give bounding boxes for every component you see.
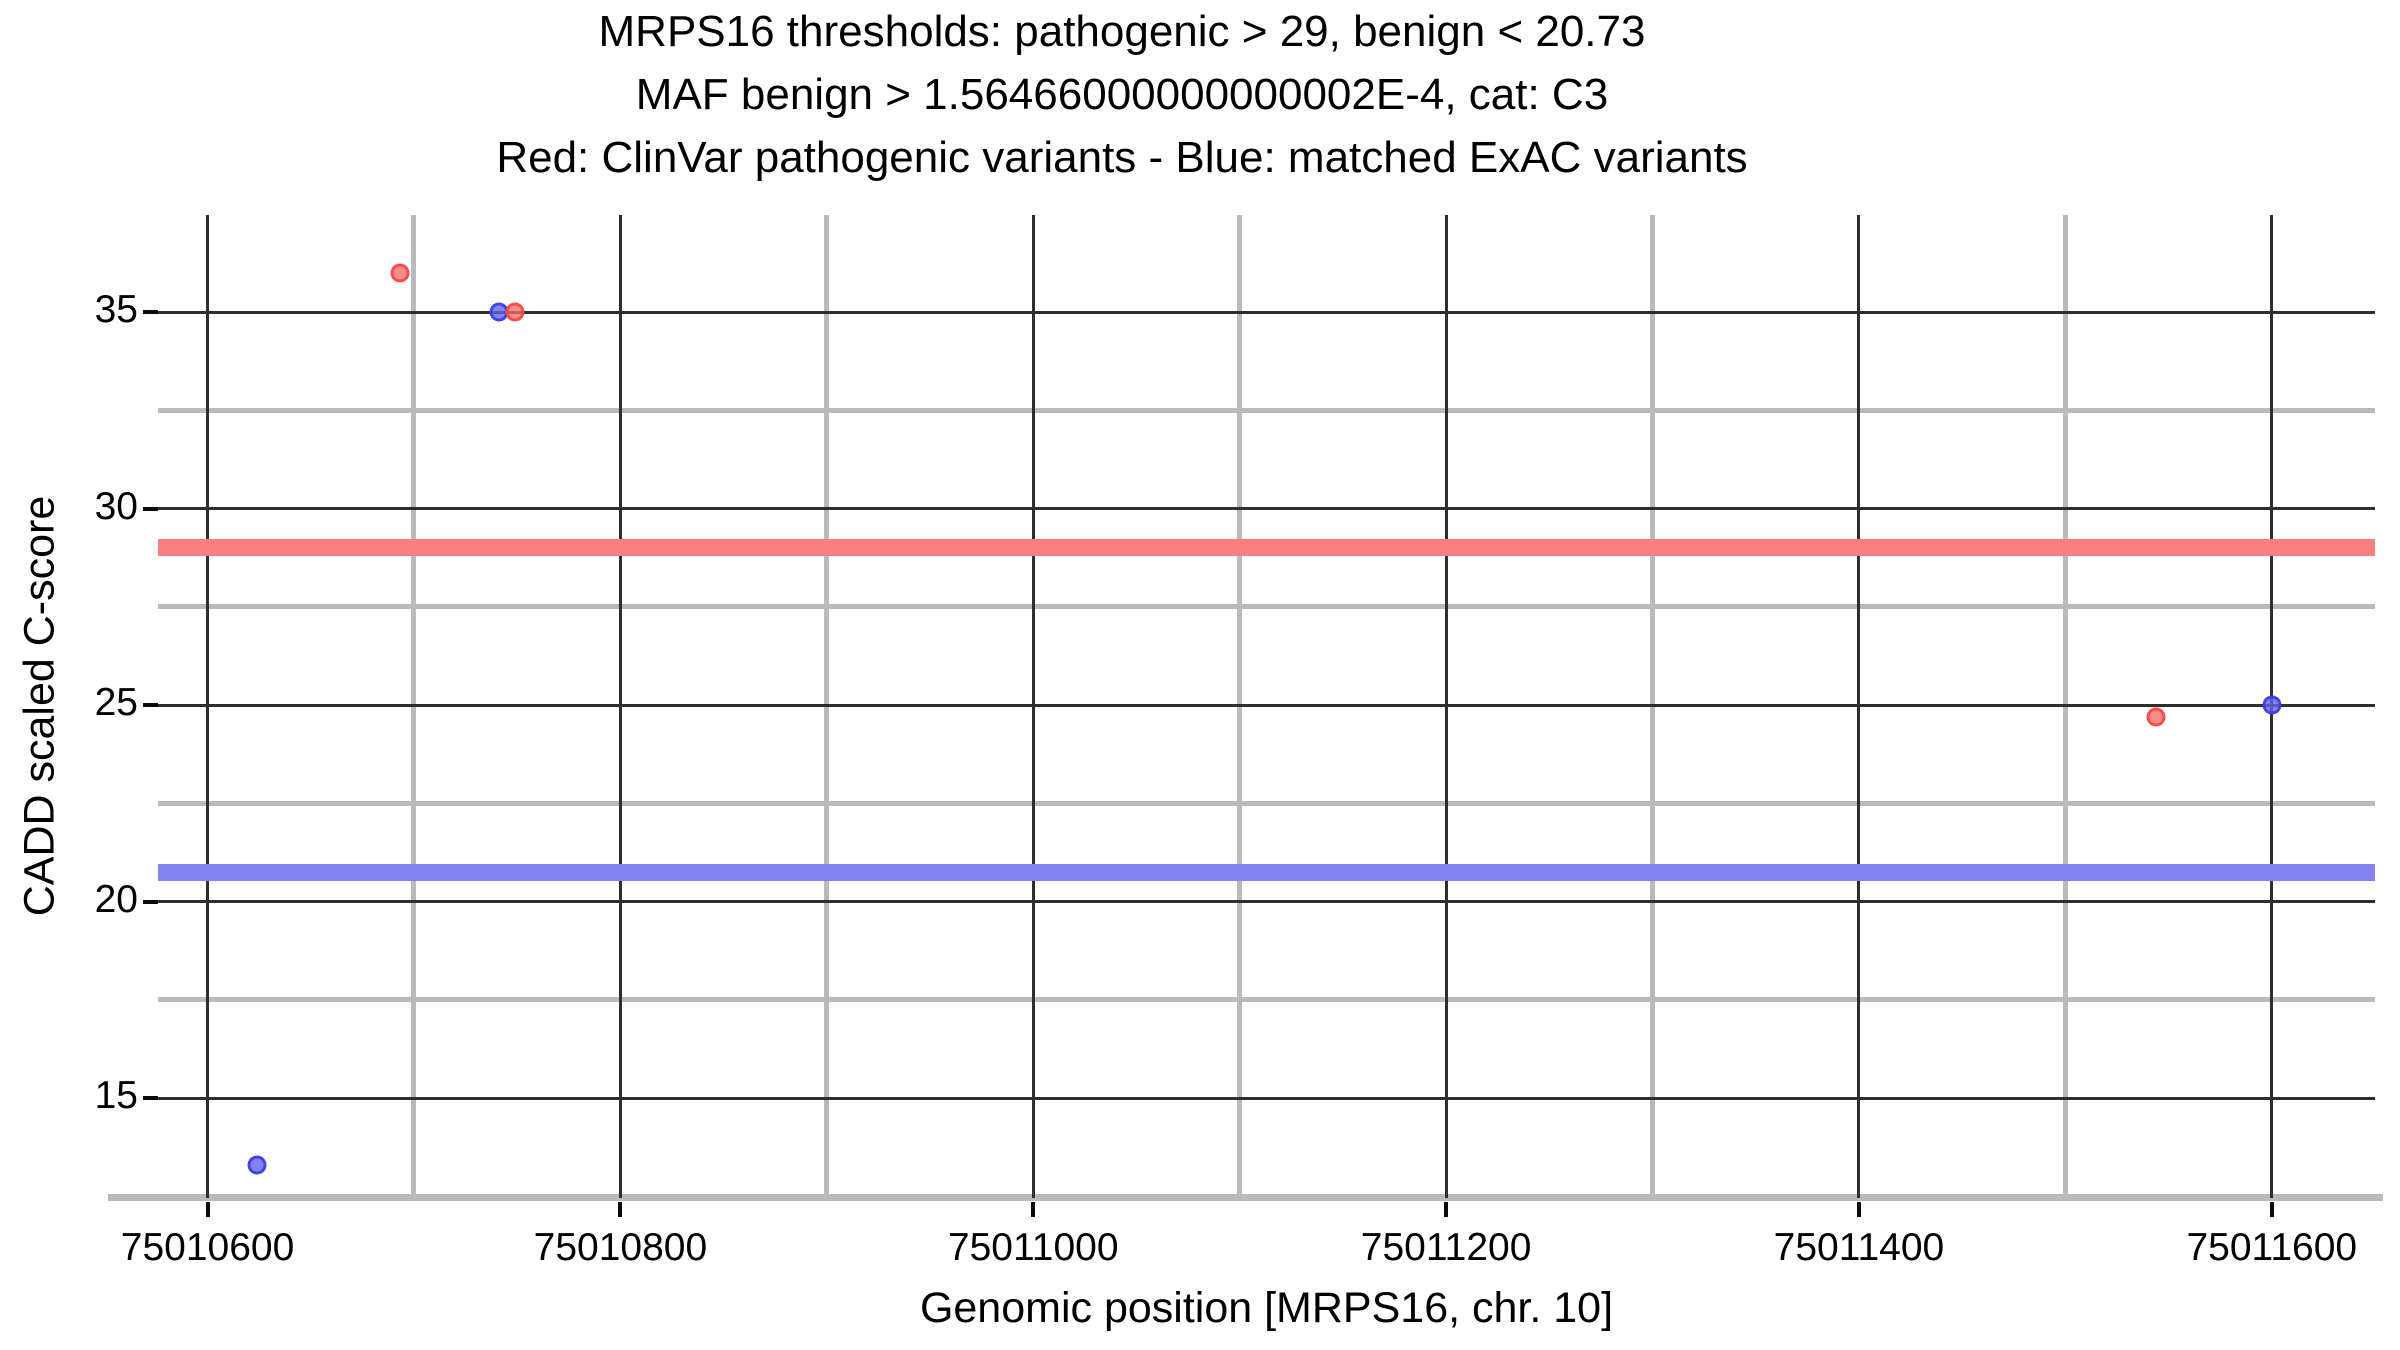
x-axis-line [108,1194,2383,1201]
gridline-minor-horizontal [158,604,2375,610]
gridline-major-vertical [1031,215,1035,1198]
gridline-minor-horizontal [158,800,2375,806]
x-axis-tick-label: 75011000 [947,1226,1119,1269]
threshold-band-pathogenic [158,539,2375,557]
y-axis-tick [143,703,158,708]
x-axis-title: Genomic position [MRPS16, chr. 10] [919,1284,1614,1332]
chart-title-line-2: MAF benign > 1.56466000000000002E-4, cat… [635,70,1609,119]
data-point-red [390,263,410,283]
chart-title-line-1: MRPS16 thresholds: pathogenic > 29, beni… [598,7,1646,56]
x-axis-tick-label: 75011200 [1360,1226,1532,1269]
gridline-major-horizontal [158,507,2375,511]
gridline-minor-horizontal [158,407,2375,413]
gridline-major-vertical [1444,215,1448,1198]
x-axis-tick-label: 75010600 [120,1226,295,1269]
y-axis-tick-label: 30 [94,484,138,528]
data-point-red [2146,707,2166,727]
y-axis-tick-label: 15 [94,1074,138,1118]
gridline-major-vertical [1857,215,1861,1198]
x-axis-tick-label: 75011600 [2186,1226,2358,1269]
x-axis-tick [205,1202,210,1217]
y-axis-title: CADD scaled C-score [15,495,64,917]
y-axis-tick-label: 25 [94,681,138,725]
y-axis-tick-label: 35 [94,288,138,332]
x-axis-tick [2269,1202,2274,1217]
data-point-blue [2262,695,2282,715]
threshold-band-benign [158,864,2375,882]
chart-title-block: MRPS16 thresholds: pathogenic > 29, beni… [0,0,2244,189]
y-axis-tick [143,310,158,315]
data-point-red [505,302,525,322]
y-axis-tick [143,899,158,904]
chart-title-line-3: Red: ClinVar pathogenic variants - Blue:… [496,133,1748,182]
gridline-major-horizontal [158,703,2375,707]
y-axis-tick-label: 20 [94,877,138,921]
gridline-major-vertical [618,215,622,1198]
x-axis-tick-label: 75011400 [1773,1226,1945,1269]
gridline-major-vertical [206,215,210,1198]
x-axis-tick [1444,1202,1449,1217]
x-axis-tick-label: 75010800 [533,1226,708,1269]
gridline-minor-horizontal [158,997,2375,1003]
y-axis-tick [143,506,158,511]
x-axis-tick [1856,1202,1861,1217]
data-point-blue [247,1155,267,1175]
gridline-major-horizontal [158,1096,2375,1100]
gridline-major-horizontal [158,900,2375,904]
x-axis-tick [618,1202,623,1217]
y-axis-tick [143,1096,158,1101]
x-axis-tick [1031,1202,1036,1217]
gridline-major-horizontal [158,310,2375,314]
